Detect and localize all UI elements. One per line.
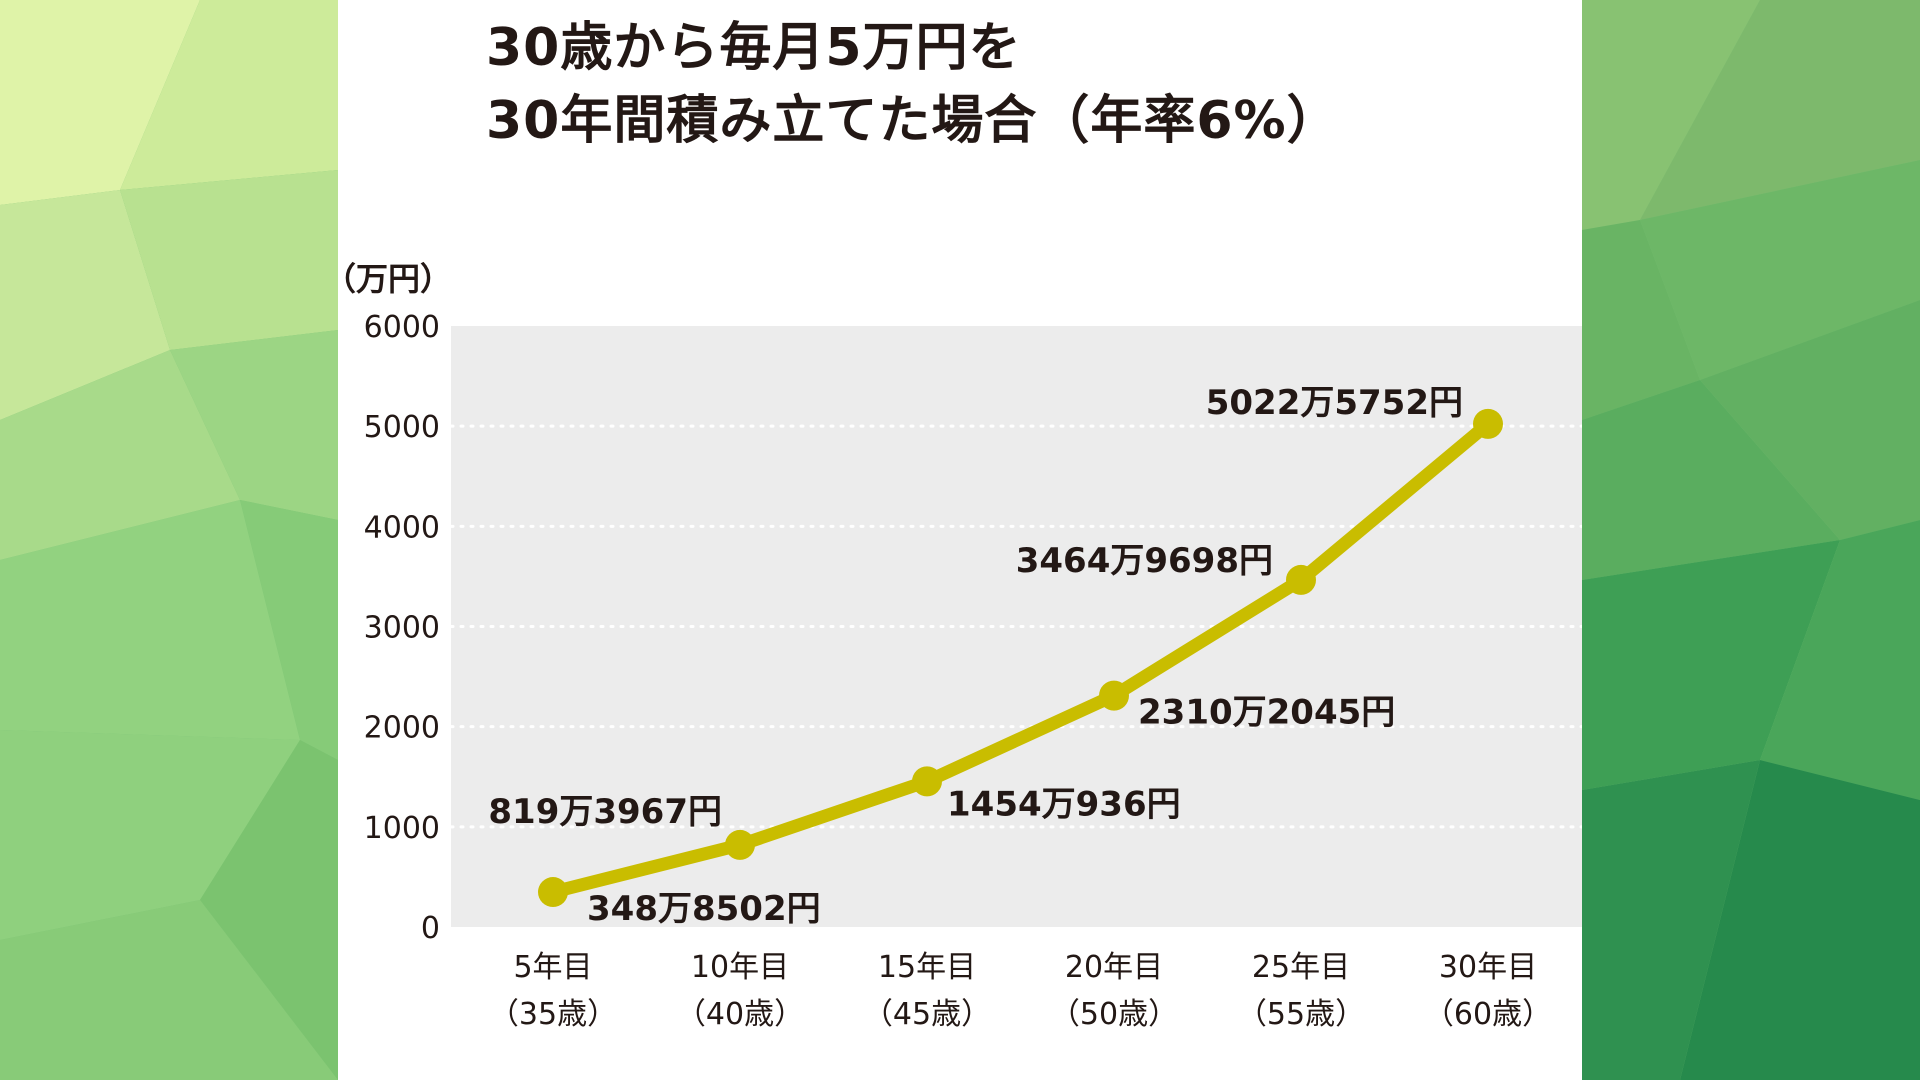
data-label: 5022万5752円 xyxy=(1206,383,1463,423)
data-label: 348万8502円 xyxy=(587,889,821,929)
chart-title-line-1: 30歳から毎月5万円を xyxy=(486,18,1022,78)
x-tick-sublabel: （45歳） xyxy=(863,997,991,1032)
x-tick-sublabel: （60歳） xyxy=(1424,997,1552,1032)
data-point xyxy=(1099,680,1129,711)
y-tick-label: 2000 xyxy=(364,711,440,746)
y-unit-label: （万円） xyxy=(338,260,452,298)
x-tick-sublabel: （55歳） xyxy=(1237,997,1365,1032)
data-label: 819万3967円 xyxy=(488,792,722,832)
y-tick-label: 3000 xyxy=(364,611,440,646)
x-tick-label: 15年目 xyxy=(878,950,976,985)
x-tick-sublabel: （50歳） xyxy=(1050,997,1178,1032)
x-tick-label: 25年目 xyxy=(1252,950,1350,985)
data-label: 2310万2045円 xyxy=(1138,693,1395,733)
x-tick-label: 5年目 xyxy=(513,950,592,985)
x-tick-sublabel: （40歳） xyxy=(676,997,804,1032)
data-point xyxy=(725,829,755,860)
y-tick-label: 0 xyxy=(421,911,440,946)
chart-panel: 30歳から毎月5万円を 30年間積み立てた場合（年率6%） （万円） 0 1000 2… xyxy=(338,0,1582,1080)
y-tick-label: 5000 xyxy=(364,410,440,445)
data-point xyxy=(1473,408,1503,439)
y-tick-label: 4000 xyxy=(364,510,440,545)
x-tick-label: 30年目 xyxy=(1439,950,1537,985)
data-point xyxy=(538,877,568,908)
x-tick-label: 20年目 xyxy=(1065,950,1163,985)
x-tick-sublabel: （35歳） xyxy=(489,997,617,1032)
y-tick-label: 1000 xyxy=(364,811,440,846)
data-label: 3464万9698円 xyxy=(1016,541,1273,581)
x-tick-label: 10年目 xyxy=(691,950,789,985)
chart-title-line-2: 30年間積み立てた場合（年率6%） xyxy=(486,91,1340,151)
data-label: 1454万936円 xyxy=(947,784,1181,824)
data-point xyxy=(1286,564,1316,595)
line-chart: （万円） 0 1000 2000 3000 4000 5000 6000 5年目 （35歳） 10年… xyxy=(338,260,1582,1032)
y-tick-label: 6000 xyxy=(364,310,440,345)
series-line xyxy=(546,417,1495,899)
data-point xyxy=(912,766,942,797)
